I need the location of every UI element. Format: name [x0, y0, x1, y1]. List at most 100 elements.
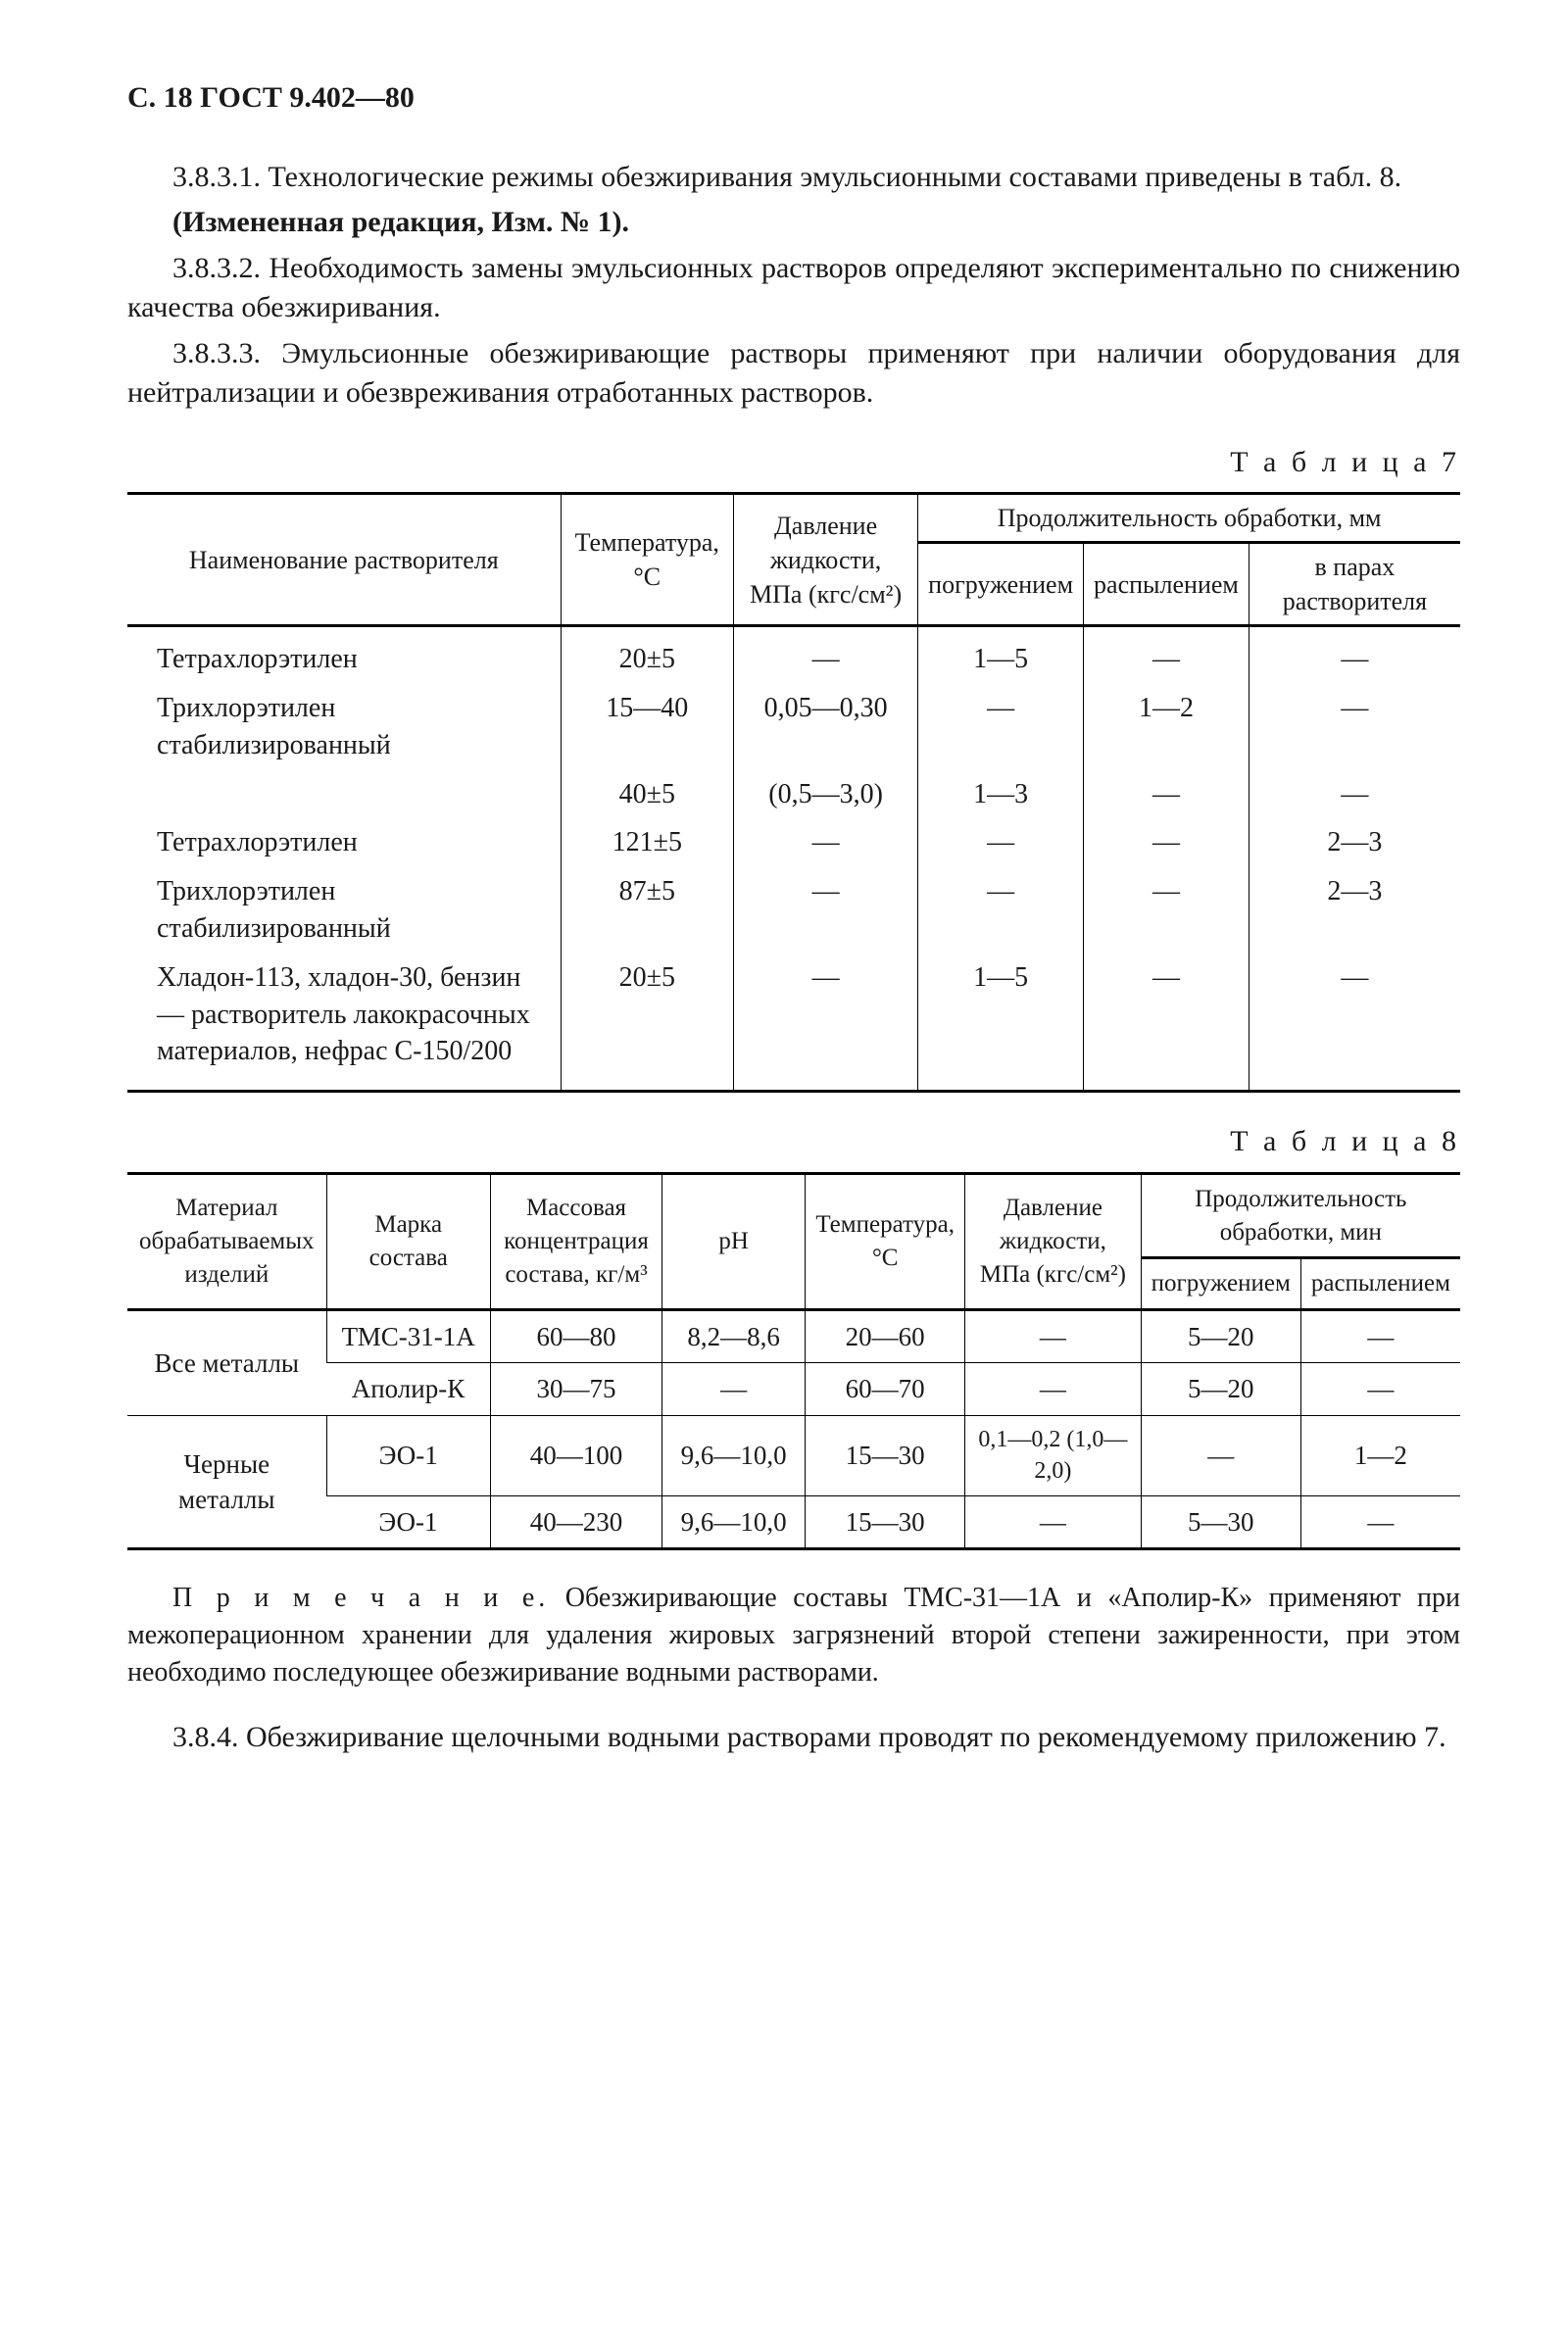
cell: 1—2: [1300, 1415, 1460, 1495]
cell: —: [1084, 867, 1250, 954]
cell: —: [1141, 1415, 1300, 1495]
t7-hdr-immersion: погружением: [918, 543, 1084, 626]
t8-hdr-immersion: погружением: [1141, 1258, 1300, 1310]
cell: (0,5—3,0): [734, 770, 918, 819]
cell: 0,1—0,2 (1,0—2,0): [965, 1415, 1141, 1495]
cell: 1—5: [918, 954, 1084, 1092]
paragraph-3-8-3-2: 3.8.3.2. Необходимость замены эмульсионн…: [127, 249, 1460, 328]
cell: —: [918, 867, 1084, 954]
t8-hdr-pressure: Давление жидкости, МПа (кгс/см²): [965, 1173, 1141, 1309]
cell: 20±5: [561, 954, 733, 1092]
t8-hdr-conc: Массовая концентрация состава, кг/м³: [490, 1173, 662, 1309]
cell: —: [1084, 954, 1250, 1092]
cell: Все металлы: [127, 1310, 326, 1416]
table-row: 40±5 (0,5—3,0) 1—3 — —: [127, 770, 1460, 819]
cell: ТМС-31-1А: [326, 1310, 490, 1363]
table-row: Тетрахлорэтилен 121±5 — — — 2—3: [127, 818, 1460, 867]
cell: 2—3: [1249, 818, 1460, 867]
table7: Наименование растворителя Температура, °…: [127, 492, 1460, 1093]
cell: —: [1084, 818, 1250, 867]
cell: Хладон-113, хладон-30, бензин — раствори…: [127, 954, 561, 1092]
cell: 2—3: [1249, 867, 1460, 954]
cell: —: [1249, 770, 1460, 819]
cell: 1—3: [918, 770, 1084, 819]
cell: 20—60: [806, 1310, 965, 1363]
table-row: Тетрахлорэтилен 20±5 — 1—5 — —: [127, 626, 1460, 684]
cell: —: [1084, 770, 1250, 819]
cell: 8,2—8,6: [662, 1310, 806, 1363]
cell: —: [1300, 1310, 1460, 1363]
paragraph-3-8-3-1: 3.8.3.1. Технологические режимы обезжири…: [127, 158, 1460, 198]
table-row: Трихлорэтилен стабилизированный 87±5 — —…: [127, 867, 1460, 954]
t8-hdr-grade: Марка состава: [326, 1173, 490, 1309]
amendment-note: (Измененная редакция, Изм. № 1).: [127, 203, 1460, 243]
note-lead: П р и м е ч а н и е.: [172, 1583, 549, 1613]
paragraph-3-8-3-3: 3.8.3.3. Эмульсионные обезжиривающие рас…: [127, 334, 1460, 414]
cell: —: [1300, 1363, 1460, 1415]
cell: 20±5: [561, 626, 733, 684]
cell: Черные металлы: [127, 1415, 326, 1548]
cell: 40—230: [490, 1495, 662, 1548]
t8-hdr-material: Материал обрабатываемых изделий: [127, 1173, 326, 1309]
cell: 40±5: [561, 770, 733, 819]
cell: —: [965, 1495, 1141, 1548]
cell: 15—30: [806, 1415, 965, 1495]
cell: —: [662, 1363, 806, 1415]
cell: —: [965, 1310, 1141, 1363]
table-row: Аполир-К 30—75 — 60—70 — 5—20 —: [127, 1363, 1460, 1415]
table-row: ЭО-1 40—230 9,6—10,0 15—30 — 5—30 —: [127, 1495, 1460, 1548]
cell: Трихлорэтилен стабилизированный: [127, 867, 561, 954]
cell: Тетрахлорэтилен: [127, 818, 561, 867]
table-row: Хладон-113, хладон-30, бензин — раствори…: [127, 954, 1460, 1092]
cell: 1—2: [1084, 684, 1250, 770]
paragraph-3-8-4: 3.8.4. Обезжиривание щелочными водными р…: [127, 1718, 1460, 1758]
cell: —: [734, 954, 918, 1092]
cell: 9,6—10,0: [662, 1495, 806, 1548]
cell: [127, 770, 561, 819]
cell: —: [1249, 684, 1460, 770]
t7-hdr-name: Наименование растворителя: [127, 494, 561, 626]
cell: 121±5: [561, 818, 733, 867]
cell: 5—20: [1141, 1363, 1300, 1415]
t7-hdr-spray: распылением: [1084, 543, 1250, 626]
t8-hdr-temp: Температура, °С: [806, 1173, 965, 1309]
cell: 1—5: [918, 626, 1084, 684]
table8: Материал обрабатываемых изделий Марка со…: [127, 1172, 1460, 1550]
t8-hdr-ph: pH: [662, 1173, 806, 1309]
note: П р и м е ч а н и е. Обезжиривающие сост…: [127, 1580, 1460, 1690]
cell: Трихлорэтилен стабилизированный: [127, 684, 561, 770]
cell: —: [734, 818, 918, 867]
cell: —: [734, 867, 918, 954]
cell: —: [1249, 626, 1460, 684]
table8-caption: Т а б л и ц а 8: [127, 1122, 1460, 1162]
cell: —: [734, 626, 918, 684]
cell: —: [1300, 1495, 1460, 1548]
cell: 60—70: [806, 1363, 965, 1415]
cell: 9,6—10,0: [662, 1415, 806, 1495]
cell: 30—75: [490, 1363, 662, 1415]
cell: 15—40: [561, 684, 733, 770]
cell: —: [965, 1363, 1141, 1415]
t7-hdr-duration: Продолжительность обработки, мм: [918, 494, 1460, 543]
t8-hdr-spray: распылением: [1300, 1258, 1460, 1310]
t8-hdr-duration: Продолжительность обработки, мин: [1141, 1173, 1460, 1258]
cell: Тетрахлорэтилен: [127, 626, 561, 684]
cell: ЭО-1: [326, 1495, 490, 1548]
cell: 0,05—0,30: [734, 684, 918, 770]
cell: —: [1249, 954, 1460, 1092]
cell: ЭО-1: [326, 1415, 490, 1495]
table7-caption: Т а б л и ц а 7: [127, 443, 1460, 483]
cell: 40—100: [490, 1415, 662, 1495]
cell: 60—80: [490, 1310, 662, 1363]
cell: 5—30: [1141, 1495, 1300, 1548]
cell: —: [918, 684, 1084, 770]
cell: —: [918, 818, 1084, 867]
cell: —: [1084, 626, 1250, 684]
cell: 5—20: [1141, 1310, 1300, 1363]
t7-hdr-temp: Температура, °С: [561, 494, 733, 626]
table-row: Черные металлы ЭО-1 40—100 9,6—10,0 15—3…: [127, 1415, 1460, 1495]
table-row: Все металлы ТМС-31-1А 60—80 8,2—8,6 20—6…: [127, 1310, 1460, 1363]
t7-hdr-vapor: в парах растворителя: [1249, 543, 1460, 626]
page: С. 18 ГОСТ 9.402—80 3.8.3.1. Технологиче…: [0, 0, 1568, 2349]
cell: 87±5: [561, 867, 733, 954]
